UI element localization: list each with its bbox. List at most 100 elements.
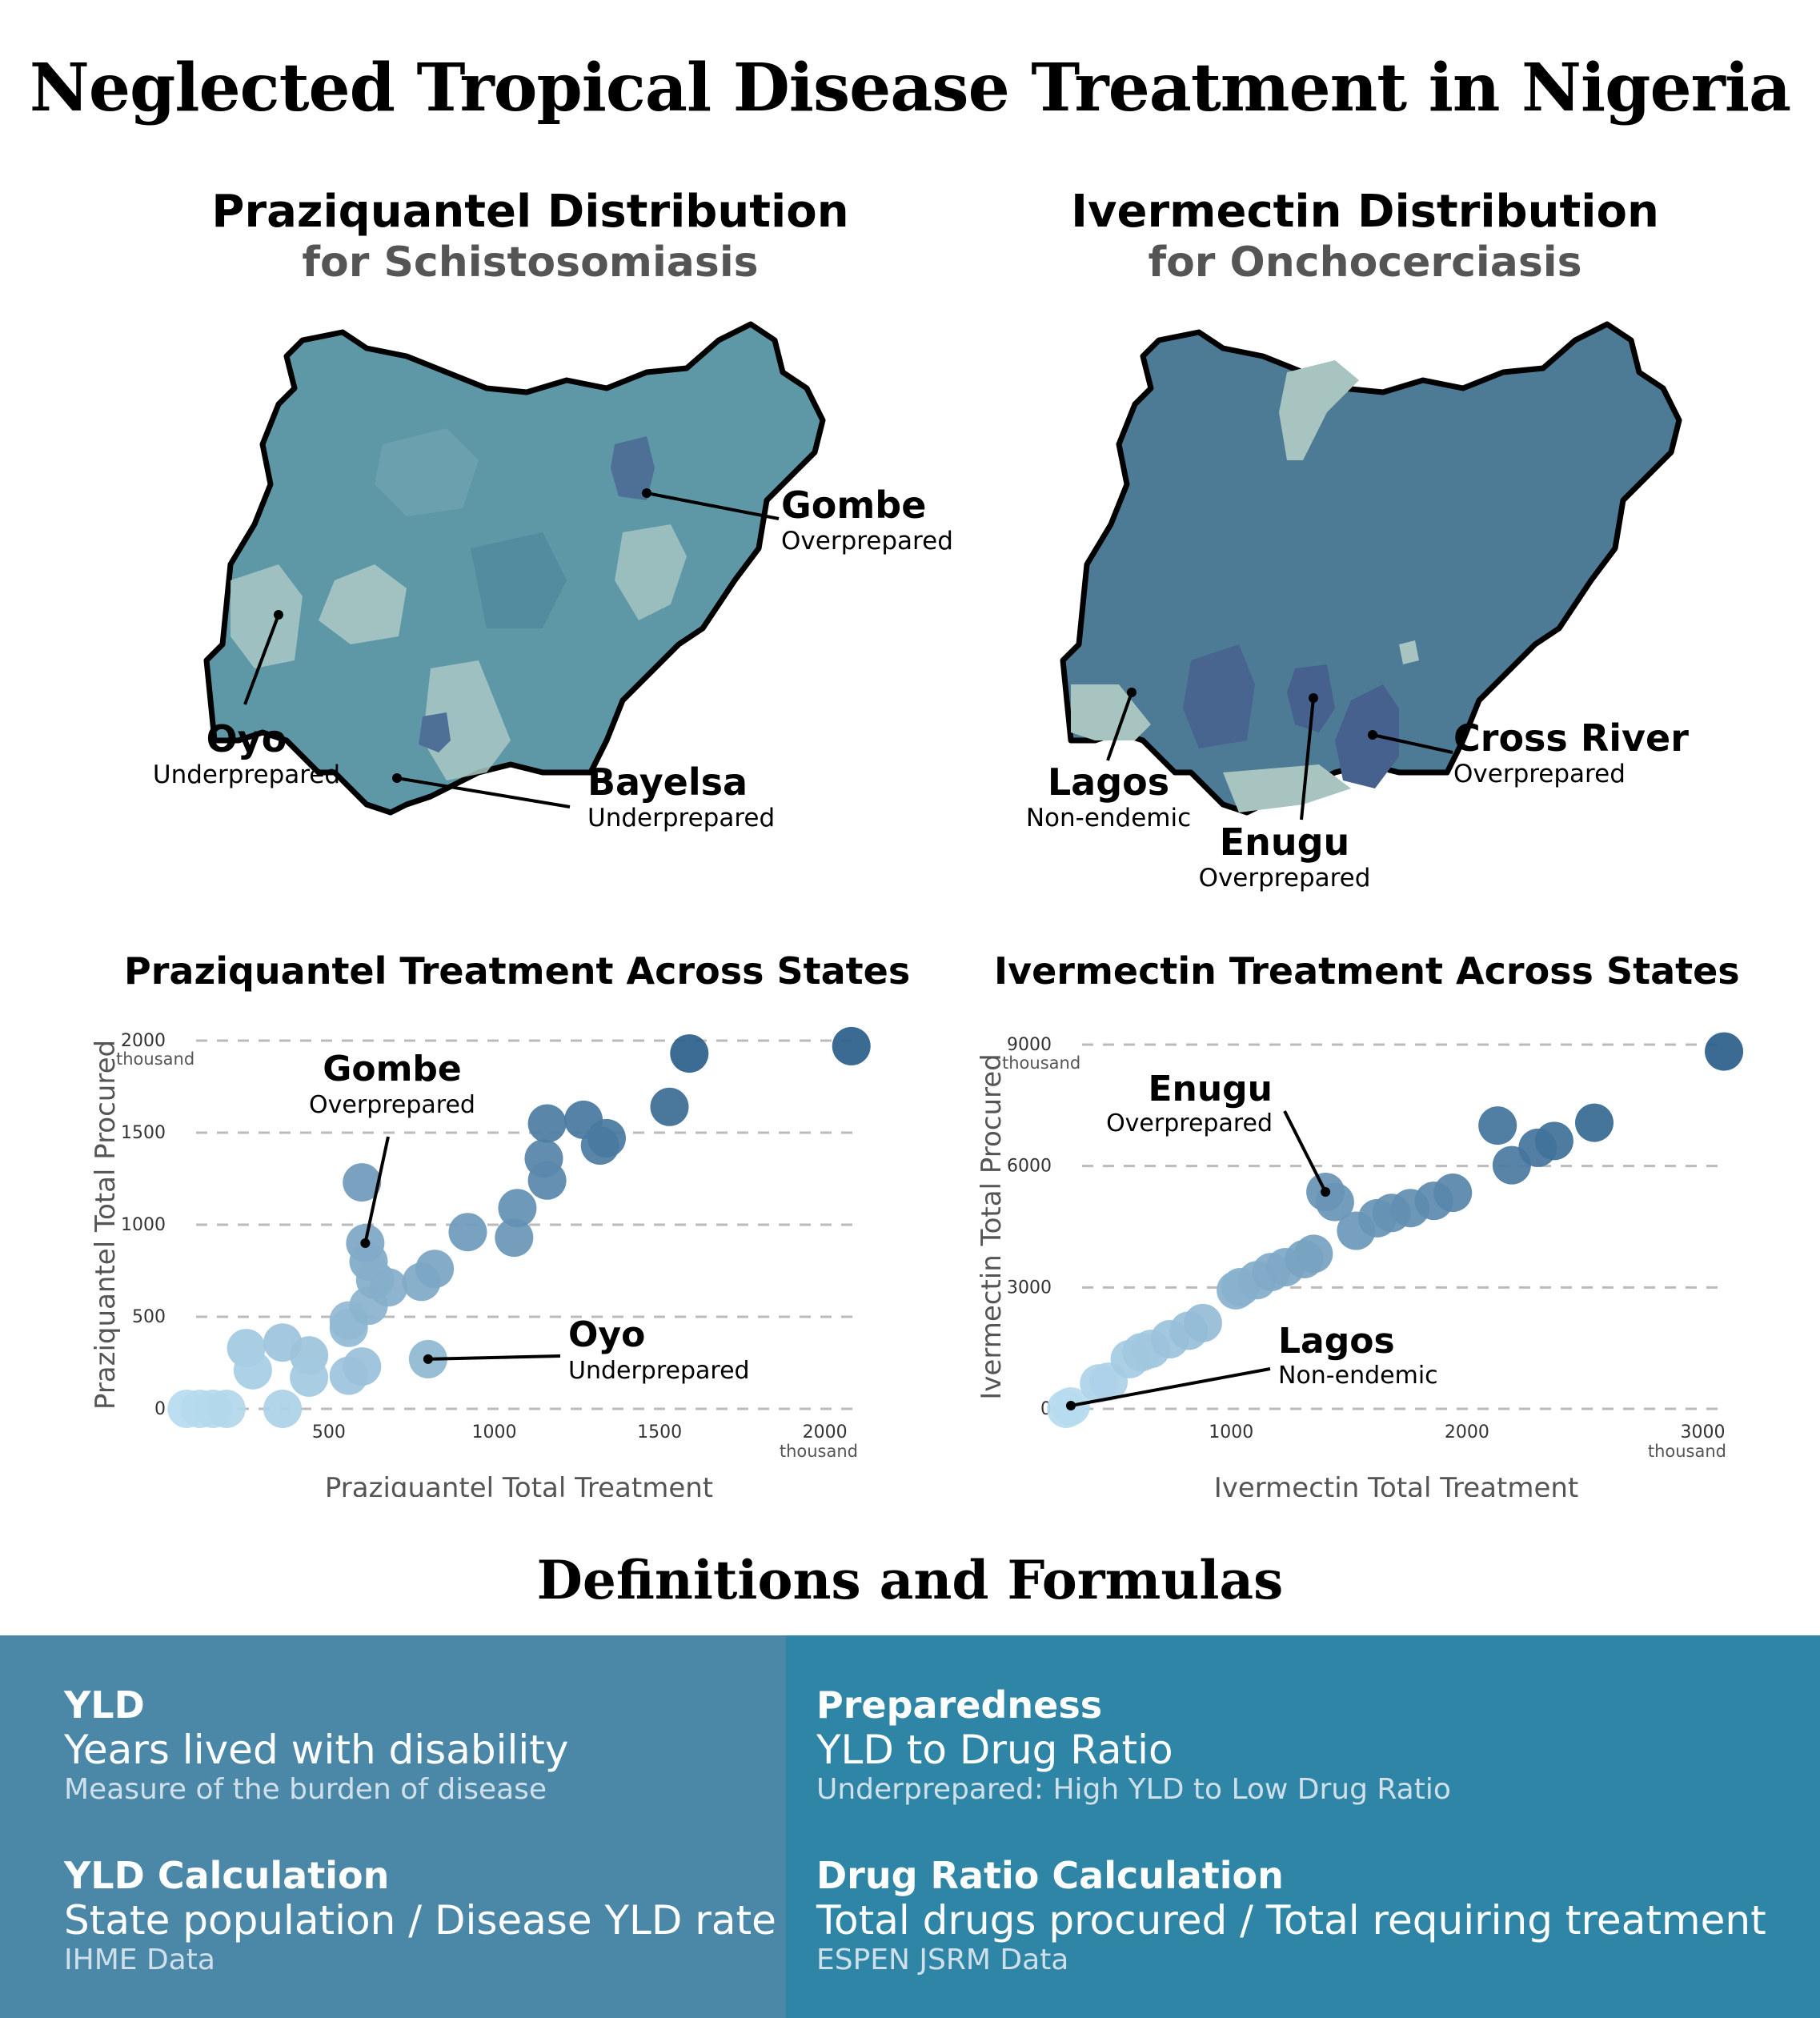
y-tick-label: 3000 [1007, 1278, 1052, 1298]
x-tick-label: 3000 [1681, 1422, 1726, 1442]
y-tick-label: 2000 [121, 1031, 166, 1051]
page-title: Neglected Tropical Disease Treatment in … [29, 50, 1791, 126]
definitions-panel-right: Preparedness YLD to Drug Ratio Underprep… [786, 1635, 1820, 2018]
chart-title-ivermectin: Ivermectin Treatment Across States [994, 949, 1740, 993]
definition-sub: Underprepared: High YLD to Low Drug Rati… [816, 1773, 1451, 1806]
map-label-state: Bayelsa [587, 760, 748, 804]
definition-main: YLD to Drug Ratio [816, 1727, 1173, 1773]
cross-river-marker [1368, 730, 1377, 740]
map-subtitle-praziquantel: for Schistosomiasis [302, 239, 759, 287]
maps-canvas [0, 0, 1820, 820]
lagos-annotation-note: Non-endemic [1278, 1362, 1438, 1390]
ivermectin-map-annotations [1106, 692, 1453, 820]
map-subtitle-ivermectin: for Onchocerciasis [1148, 239, 1582, 287]
enugu-annotation-line [1283, 1110, 1327, 1193]
lagos-annotation-line [1070, 1367, 1271, 1407]
x-tick-label: 2000 [1445, 1422, 1489, 1442]
data-point [448, 1213, 487, 1252]
definition-main: State population / Disease YLD rate [64, 1897, 776, 1944]
ivermectin-map [1063, 324, 1679, 812]
data-point [415, 1250, 455, 1289]
region-north-mid [375, 428, 479, 516]
definition-drug-ratio-calculation: Drug Ratio Calculation Total drugs procu… [816, 1854, 1766, 1976]
lagos-annotation-marker [1066, 1401, 1076, 1410]
map-label-lagos: Lagos Non-endemic [1020, 760, 1197, 832]
map-label-cross-river: Cross River Overprepared [1453, 716, 1689, 788]
data-point [1478, 1106, 1517, 1145]
praziquantel-map [206, 324, 823, 812]
y-axis-label: Ivermectin Total Procured [976, 1053, 1008, 1399]
data-point [343, 1347, 382, 1386]
enugu-marker [1309, 693, 1318, 703]
map-title-praziquantel: Praziquantel Distribution [211, 186, 849, 238]
x-tick-label: 1000 [472, 1422, 517, 1442]
region-north-light [1279, 360, 1359, 460]
data-point [1183, 1303, 1222, 1342]
data-point [1575, 1103, 1614, 1142]
region-south-light [423, 660, 511, 780]
y-tick-label: 6000 [1007, 1157, 1052, 1177]
praziquantel-map-annotations [243, 491, 780, 808]
y-tick-label: 1500 [121, 1123, 166, 1143]
region-east-light-spot [1399, 640, 1419, 664]
enugu-annotation-note: Overprepared [1106, 1109, 1273, 1137]
x-axis-label: Praziquantel Total Treatment [325, 1472, 713, 1497]
oyo-annotation-marker [423, 1354, 433, 1364]
definition-sub: ESPEN JSRM Data [816, 1944, 1069, 1976]
map-label-note: Overprepared [781, 527, 953, 556]
map-label-note: Overprepared [1453, 760, 1626, 788]
y-tick-label: 500 [132, 1307, 166, 1327]
oyo-annotation-note: Underprepared [568, 1357, 750, 1385]
y-tick-label: 0 [154, 1399, 166, 1419]
oyo-marker [274, 610, 283, 620]
oyo-annotation-state: Oyo [568, 1314, 645, 1355]
region-south-west-light [231, 564, 303, 668]
definition-main: Years lived with disability [64, 1727, 569, 1773]
gombe-annotation-note: Overprepared [309, 1091, 475, 1119]
data-point [495, 1218, 534, 1258]
data-point [369, 1268, 408, 1307]
map-label-state: Cross River [1453, 716, 1689, 760]
definition-preparedness: Preparedness YLD to Drug Ratio Underprep… [816, 1683, 1451, 1806]
data-point [587, 1118, 626, 1157]
definitions-title: Definitions and Formulas [536, 1549, 1284, 1611]
data-point [527, 1104, 567, 1143]
data-point [1705, 1032, 1744, 1071]
map-label-enugu: Enugu Overprepared [1193, 820, 1377, 893]
y-axis-label: Praziquantel Total Procured [90, 1040, 122, 1410]
data-point [1294, 1234, 1333, 1274]
definition-sub: Measure of the burden of disease [64, 1773, 547, 1806]
map-label-note: Overprepared [1198, 864, 1371, 893]
region-south-west-light [1071, 684, 1151, 740]
lagos-annotation-state: Lagos [1278, 1321, 1395, 1362]
y-tick-label: 1000 [121, 1215, 166, 1235]
data-point [290, 1358, 329, 1397]
definition-main: Total drugs procured / Total requiring t… [816, 1897, 1766, 1944]
data-point [206, 1390, 246, 1428]
gombe-marker [642, 488, 651, 498]
bayelsa-marker [392, 773, 402, 783]
x-tick-label: 500 [312, 1422, 346, 1442]
region-cross-river-dark [1335, 684, 1399, 788]
map-label-state: Lagos [1047, 760, 1170, 804]
definition-yld: YLD Years lived with disability Measure … [64, 1683, 568, 1806]
y-unit-label: thousand [116, 1049, 194, 1069]
chart-title-praziquantel: Praziquantel Treatment Across States [124, 949, 911, 993]
map-label-state: Gombe [781, 483, 927, 527]
map-label-oyo: Oyo Underprepared [150, 717, 343, 789]
data-point [650, 1087, 689, 1126]
x-tick-label: 2000 [803, 1422, 848, 1442]
region-central-mid [471, 532, 567, 628]
gombe-annotation-marker [360, 1238, 371, 1248]
y-unit-label: thousand [1002, 1053, 1080, 1073]
region-south-dark [419, 712, 451, 752]
map-label-bayelsa: Bayelsa Underprepared [587, 760, 775, 832]
definitions-panel-left: YLD Years lived with disability Measure … [0, 1635, 786, 2018]
map-label-note: Non-endemic [1025, 804, 1192, 832]
y-tick-label: 9000 [1007, 1035, 1052, 1055]
data-point [233, 1350, 272, 1390]
region-gombe-dark [611, 436, 655, 500]
enugu-annotation-marker [1321, 1187, 1331, 1198]
